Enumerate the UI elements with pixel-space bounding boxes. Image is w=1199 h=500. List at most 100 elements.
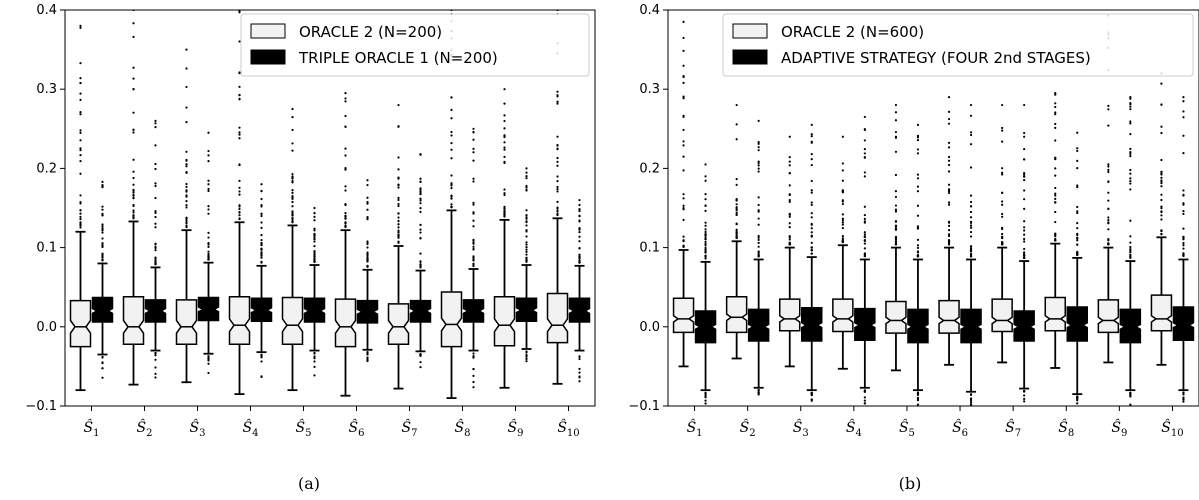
outlier-point [154,226,157,229]
outlier-point [525,221,528,224]
outlier-point [1182,152,1185,155]
box [568,297,591,323]
outlier-point [1160,158,1163,162]
outlier-point [894,103,898,107]
outlier-point [525,260,528,263]
outlier-point [154,354,157,357]
outlier-point [916,227,920,230]
outlier-point [154,372,157,375]
outlier-point [450,148,453,151]
outlier-point [207,258,210,261]
outlier-point [207,160,210,163]
outlier-point [1160,233,1163,236]
outlier-point [894,195,898,199]
outlier-point [1001,226,1004,229]
outlier-point [344,189,347,192]
y-tick-label: 0.0 [36,320,57,335]
outlier-point [863,399,866,402]
outlier-point [525,209,528,212]
outlier-point [397,196,400,199]
outlier-point [525,184,528,188]
outlier-point [704,240,707,243]
outlier-point [185,225,188,229]
outlier-point [1182,134,1185,137]
outlier-point [1160,218,1163,221]
outlier-point [313,229,316,232]
outlier-point [1182,189,1185,192]
outlier-point [1182,242,1185,245]
outlier-point [735,229,738,233]
outlier-point [1023,131,1026,135]
outlier-point [313,253,316,256]
outlier-point [1054,126,1057,129]
outlier-point [525,256,528,259]
outlier-point [1160,170,1163,173]
panel-b-boxplot: −0.1 0.0 0.1 0.2 0.3 0.4 Ŝ1 Ŝ2 Ŝ3 Ŝ4 Ŝ5 Ŝ6 Ŝ7 Ŝ8 Ŝ9 Ŝ10… [628,3,1199,439]
outlier-point [704,244,707,247]
outlier-point [863,390,866,393]
outlier-point [450,157,453,160]
outlier-point [260,375,263,378]
outlier-point [238,214,241,217]
outlier-point [863,213,866,217]
legend-swatch [732,49,768,65]
outlier-point [313,244,316,248]
outlier-point [344,100,347,103]
outlier-point [450,142,453,145]
outlier-point [682,235,685,238]
outlier-point [79,77,82,80]
outlier-point [704,204,707,207]
outlier-point [841,179,844,182]
outlier-point [1076,227,1079,230]
outlier-point [101,361,104,364]
outlier-point [419,202,422,205]
outlier-point [916,173,920,176]
outlier-point [79,222,82,225]
outlier-point [1054,197,1057,200]
outlier-point [556,187,559,191]
outlier-point [757,203,760,207]
outlier-point [947,155,951,159]
outlier-point [1160,185,1163,188]
outlier-point [1054,122,1057,126]
box [303,297,326,323]
outlier-point [810,252,813,255]
outlier-point [863,396,866,399]
outlier-point [757,210,760,213]
outlier-point [344,217,347,220]
outlier-point [810,140,813,143]
outlier-point [757,393,760,396]
outlier-point [79,154,82,157]
outlier-point [238,207,241,211]
outlier-point [207,154,210,157]
outlier-point [556,185,559,189]
outlier-point [79,194,82,197]
outlier-point [757,142,760,145]
outlier-point [260,261,263,264]
outlier-point [1129,182,1132,185]
outlier-point [238,85,241,88]
outlier-point [1129,102,1132,105]
outlier-point [132,10,135,12]
outlier-point [969,143,973,146]
box [1119,308,1142,344]
outlier-point [1001,167,1004,170]
outlier-point [1001,240,1004,244]
outlier-point [238,40,241,43]
outlier-point [79,149,82,152]
outlier-point [810,212,813,215]
outlier-point [291,172,294,176]
outlier-point [947,203,951,206]
y-tick-label: 0.1 [36,241,57,256]
outlier-point [154,211,157,215]
outlier-point [578,367,581,370]
outlier-point [472,262,475,265]
outlier-point [450,182,453,185]
outlier-point [916,123,920,126]
legend-label: ADAPTIVE STRATEGY (FOUR 2nd STAGES) [781,49,1091,67]
outlier-point [841,190,844,193]
outlier-point [313,236,316,239]
outlier-point [1107,170,1110,174]
outlier-point [682,36,685,40]
x-tick-label: Ŝ3 [190,418,206,439]
